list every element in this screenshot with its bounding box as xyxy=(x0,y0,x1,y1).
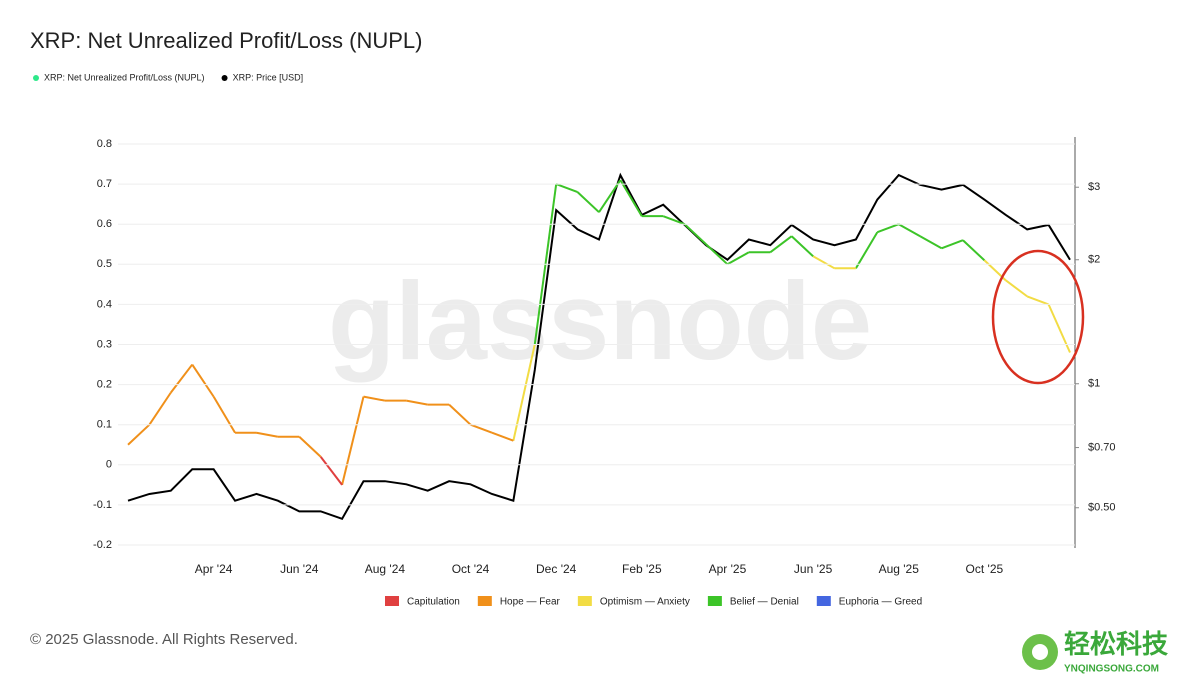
x-tick-label: Aug '24 xyxy=(365,562,406,576)
legend-marker xyxy=(221,75,228,81)
nupl-segment xyxy=(1026,295,1049,306)
nupl-segment xyxy=(363,395,386,402)
nupl-segment xyxy=(812,255,835,270)
y-tick-label: -0.1 xyxy=(93,499,112,511)
nupl-segment xyxy=(555,183,578,194)
nupl-segment xyxy=(876,223,900,234)
x-tick-label: Apr '25 xyxy=(709,562,747,576)
logo-url: YNQINGSONG.COM xyxy=(1064,664,1159,675)
nupl-segment xyxy=(598,179,622,213)
y-tick-label: 0.3 xyxy=(97,338,112,350)
logo-icon-eye xyxy=(1032,644,1048,660)
nupl-segment xyxy=(705,243,729,266)
y-tick-label: 0.4 xyxy=(97,298,112,310)
nupl-segment xyxy=(491,431,514,442)
nupl-segment xyxy=(576,191,600,213)
y-tick-label: 0.8 xyxy=(97,138,112,150)
y2-tick-label: $0.70 xyxy=(1088,441,1116,453)
chart-title: XRP: Net Unrealized Profit/Loss (NUPL) xyxy=(30,28,422,53)
nupl-segment xyxy=(1005,279,1028,298)
nupl-segment xyxy=(790,235,814,258)
y-tick-label: -0.2 xyxy=(93,539,112,551)
zone-legend-swatch xyxy=(577,596,592,606)
y-tick-label: 0.1 xyxy=(97,419,112,431)
y-tick-label: 0.5 xyxy=(97,258,112,270)
nupl-segment xyxy=(406,399,428,406)
nupl-segment xyxy=(662,215,685,226)
y-tick-label: 0.6 xyxy=(97,218,112,230)
copyright: © 2025 Glassnode. All Rights Reserved. xyxy=(30,631,298,648)
x-tick-label: Jun '24 xyxy=(280,562,319,576)
zone-legend-label: Hope — Fear xyxy=(500,597,561,608)
zone-legend-swatch xyxy=(385,596,399,606)
nupl-segment xyxy=(319,456,343,486)
nupl-segment xyxy=(341,396,365,486)
y2-tick-label: $0.50 xyxy=(1088,502,1116,514)
nupl-segment xyxy=(191,363,215,398)
highlight-circle xyxy=(991,249,1085,385)
x-tick-label: Oct '24 xyxy=(452,562,490,576)
zone-legend-label: Capitulation xyxy=(407,597,460,608)
y2-tick-label: $1 xyxy=(1088,378,1100,390)
nupl-segment xyxy=(769,235,793,254)
nupl-segment xyxy=(470,423,493,434)
nupl-segment xyxy=(919,235,943,250)
nupl-segment xyxy=(962,239,986,262)
x-tick-label: Apr '24 xyxy=(195,562,233,576)
x-tick-label: Feb '25 xyxy=(622,562,662,576)
zone-legend-swatch xyxy=(816,596,831,606)
zone-legend-label: Belief — Denial xyxy=(730,597,799,608)
nupl-segment xyxy=(256,431,279,438)
zone-legend-label: Euphoria — Greed xyxy=(839,597,922,608)
watermark: glassnode xyxy=(328,260,872,383)
legend-label: XRP: Price [USD] xyxy=(233,72,304,82)
nupl-segment xyxy=(448,403,472,426)
nupl-segment xyxy=(148,392,172,426)
price-line xyxy=(127,172,1071,521)
y2-tick-label: $2 xyxy=(1088,254,1100,266)
logo-text: 轻松科技 xyxy=(1064,629,1168,659)
zone-legend-label: Optimism — Anxiety xyxy=(600,597,690,608)
nupl-segment xyxy=(298,436,322,458)
nupl-segment xyxy=(170,363,194,394)
nupl-segment xyxy=(941,239,964,250)
nupl-segment xyxy=(898,223,921,238)
nupl-segment xyxy=(1047,303,1071,353)
x-tick-label: Dec '24 xyxy=(536,562,577,576)
y-tick-label: 0.7 xyxy=(97,178,112,190)
y-tick-label: 0 xyxy=(106,459,112,471)
nupl-segment xyxy=(683,223,707,245)
legend-marker xyxy=(33,75,39,81)
y2-tick-label: $3 xyxy=(1088,181,1100,193)
nupl-segment xyxy=(212,396,236,434)
nupl-segment xyxy=(726,251,750,266)
x-tick-label: Jun '25 xyxy=(794,562,833,576)
nupl-segment xyxy=(619,179,643,217)
nupl-segment xyxy=(855,231,879,269)
zone-legend-swatch xyxy=(707,596,722,606)
x-tick-label: Oct '25 xyxy=(966,562,1004,576)
zone-legend-swatch xyxy=(477,596,492,606)
x-tick-label: Aug '25 xyxy=(879,562,920,576)
legend-label: XRP: Net Unrealized Profit/Loss (NUPL) xyxy=(44,72,205,82)
y-tick-label: 0.2 xyxy=(97,379,112,391)
nupl-segment xyxy=(127,423,151,446)
